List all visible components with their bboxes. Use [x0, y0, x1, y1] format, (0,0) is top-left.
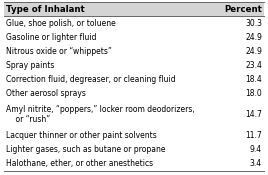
Text: 24.9: 24.9 — [245, 33, 262, 42]
Text: Amyl nitrite, “poppers,” locker room deodorizers,
    or “rush”: Amyl nitrite, “poppers,” locker room deo… — [6, 105, 195, 124]
Text: Type of Inhalant: Type of Inhalant — [6, 5, 85, 13]
Text: 11.7: 11.7 — [245, 131, 262, 140]
Text: 18.4: 18.4 — [245, 75, 262, 84]
Text: Percent: Percent — [224, 5, 262, 13]
Text: Spray paints: Spray paints — [6, 61, 54, 70]
Text: Correction fluid, degreaser, or cleaning fluid: Correction fluid, degreaser, or cleaning… — [6, 75, 176, 84]
Text: Halothane, ether, or other anesthetics: Halothane, ether, or other anesthetics — [6, 159, 153, 169]
Text: 3.4: 3.4 — [250, 159, 262, 169]
Text: Glue, shoe polish, or toluene: Glue, shoe polish, or toluene — [6, 19, 116, 27]
Text: 9.4: 9.4 — [250, 145, 262, 154]
Text: 30.3: 30.3 — [245, 19, 262, 27]
Text: Other aerosol sprays: Other aerosol sprays — [6, 89, 86, 98]
Text: 24.9: 24.9 — [245, 47, 262, 56]
Text: 14.7: 14.7 — [245, 110, 262, 119]
Text: Lighter gases, such as butane or propane: Lighter gases, such as butane or propane — [6, 145, 166, 154]
Text: 18.0: 18.0 — [245, 89, 262, 98]
Text: Gasoline or lighter fluid: Gasoline or lighter fluid — [6, 33, 96, 42]
Text: Nitrous oxide or “whippets”: Nitrous oxide or “whippets” — [6, 47, 112, 56]
Text: 23.4: 23.4 — [245, 61, 262, 70]
Text: Lacquer thinner or other paint solvents: Lacquer thinner or other paint solvents — [6, 131, 157, 140]
Bar — [4, 2, 264, 16]
